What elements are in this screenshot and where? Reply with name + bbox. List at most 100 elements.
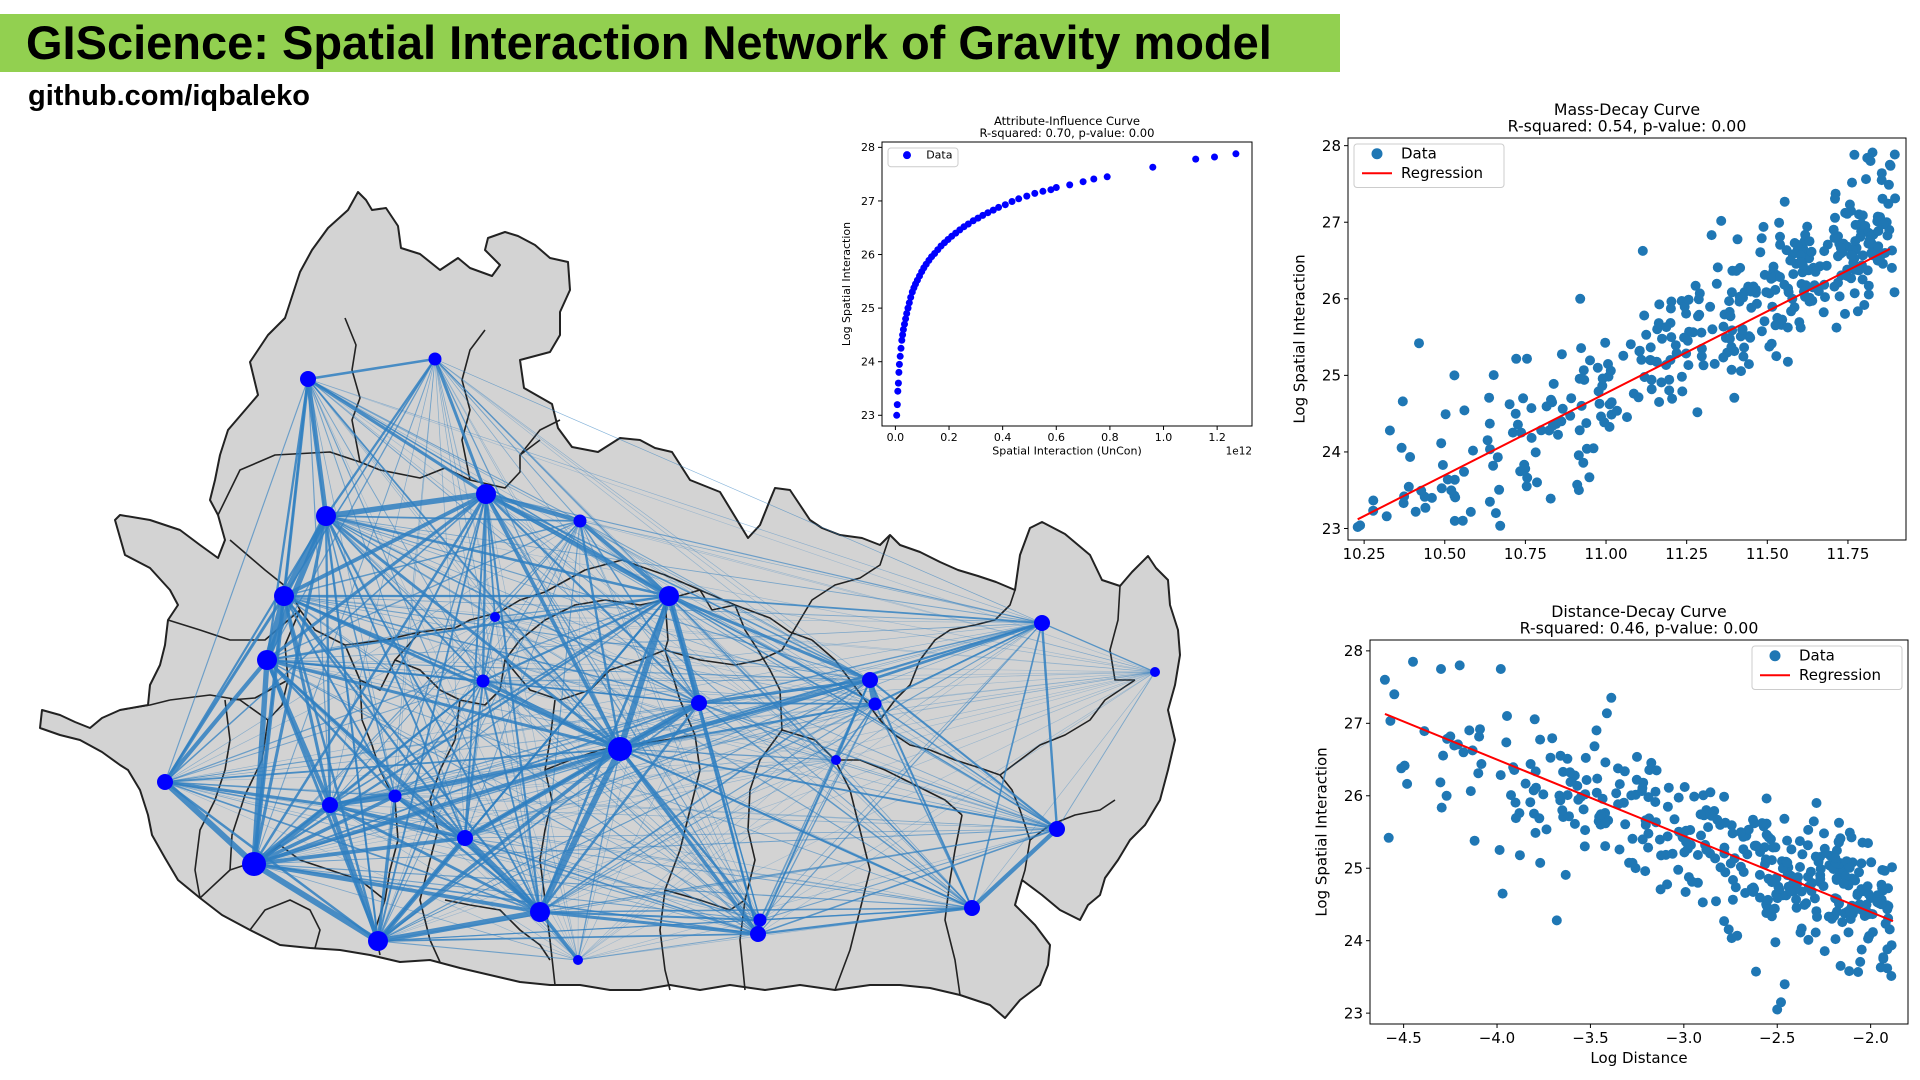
- interaction-edge: [325, 514, 670, 598]
- data-point: [1786, 844, 1797, 855]
- data-point: [1436, 664, 1446, 674]
- interaction-edge: [539, 622, 1043, 913]
- data-point: [899, 331, 907, 339]
- interaction-edge: [283, 492, 487, 598]
- data-point: [1740, 888, 1751, 898]
- interaction-edge: [482, 671, 1156, 682]
- interaction-edge: [324, 515, 380, 942]
- data-point: [1736, 366, 1746, 377]
- data-point: [1502, 711, 1512, 721]
- data-point: [893, 411, 901, 419]
- data-point: [1751, 966, 1761, 977]
- data-point: [995, 203, 1003, 211]
- data-point: [1015, 195, 1023, 203]
- interaction-edge: [619, 748, 837, 761]
- data-point: [1464, 725, 1475, 736]
- data-point: [1831, 322, 1842, 333]
- interaction-edge: [618, 747, 760, 936]
- data-point: [1557, 805, 1568, 816]
- data-point: [1545, 752, 1556, 763]
- data-point: [1833, 277, 1843, 288]
- data-point: [1495, 664, 1506, 674]
- chart-title: Distance-Decay Curve: [1551, 602, 1726, 621]
- data-point: [1551, 915, 1562, 926]
- interaction-edge: [325, 514, 621, 751]
- data-point: [1636, 354, 1647, 365]
- data-point: [1488, 460, 1499, 471]
- data-point: [1846, 273, 1857, 284]
- x-tick-label: 0.8: [1101, 431, 1119, 444]
- data-point: [1525, 759, 1536, 769]
- interaction-edge: [494, 616, 761, 921]
- data-point: [1600, 818, 1611, 829]
- interaction-edge: [377, 759, 837, 942]
- data-point: [1569, 818, 1580, 829]
- data-point: [1720, 867, 1731, 878]
- data-point: [1368, 495, 1379, 506]
- interaction-edge: [253, 747, 621, 866]
- data-point: [1589, 741, 1600, 752]
- data-point: [1578, 457, 1589, 468]
- data-point: [1829, 232, 1840, 243]
- data-point: [1669, 814, 1680, 825]
- interaction-edge: [835, 703, 876, 761]
- data-point: [1705, 787, 1716, 798]
- data-point: [1794, 836, 1805, 847]
- interaction-edge: [494, 616, 1043, 624]
- city-node: [476, 484, 496, 504]
- interaction-edge: [393, 794, 467, 840]
- x-tick-label: −2.5: [1759, 1029, 1795, 1047]
- interaction-edge: [579, 520, 973, 909]
- x-tick-label: 11.25: [1665, 545, 1708, 563]
- data-point: [1677, 386, 1688, 397]
- data-point: [1627, 857, 1638, 868]
- data-point: [1837, 917, 1848, 928]
- data-point: [1562, 790, 1573, 801]
- data-point: [1709, 358, 1720, 369]
- interaction-edge: [253, 595, 670, 865]
- data-point: [1712, 814, 1723, 825]
- interaction-edge: [307, 357, 436, 381]
- interaction-edge: [325, 491, 487, 519]
- data-point: [1515, 466, 1526, 477]
- data-point: [1673, 864, 1684, 875]
- data-point: [1850, 219, 1861, 230]
- interaction-edge: [619, 748, 973, 909]
- interaction-edge: [869, 621, 1043, 682]
- data-point: [1707, 324, 1718, 335]
- data-point: [1696, 830, 1706, 841]
- data-point: [1600, 841, 1611, 852]
- data-point: [1507, 427, 1518, 438]
- interaction-edge: [482, 680, 761, 921]
- data-point: [1724, 296, 1735, 307]
- data-point: [1646, 757, 1657, 768]
- interaction-edge: [698, 671, 1156, 704]
- interaction-edge: [971, 671, 1156, 909]
- interaction-edge: [579, 520, 759, 935]
- x-tick-label: 11.50: [1746, 545, 1789, 563]
- interaction-edge: [307, 378, 1156, 673]
- data-point: [1052, 184, 1060, 191]
- data-point: [1757, 818, 1768, 829]
- data-point: [1664, 374, 1675, 385]
- regression-line: [1357, 248, 1891, 521]
- data-point: [1599, 417, 1610, 428]
- interaction-edge: [394, 680, 484, 797]
- district-border: [344, 317, 361, 463]
- interaction-edge: [668, 595, 1043, 624]
- data-point: [1535, 857, 1546, 868]
- city-node: [691, 695, 707, 711]
- data-point: [1751, 840, 1762, 851]
- interaction-edge: [494, 595, 670, 618]
- interaction-edge: [619, 702, 876, 751]
- city-node: [316, 506, 336, 526]
- interaction-edge: [539, 671, 1156, 913]
- data-point: [1526, 432, 1537, 443]
- data-point: [1820, 848, 1831, 858]
- interaction-edge: [376, 747, 622, 943]
- interaction-edge: [377, 933, 759, 942]
- data-point: [1852, 890, 1863, 901]
- data-point: [1690, 280, 1701, 291]
- data-point: [1770, 937, 1781, 948]
- interaction-edge: [164, 520, 581, 783]
